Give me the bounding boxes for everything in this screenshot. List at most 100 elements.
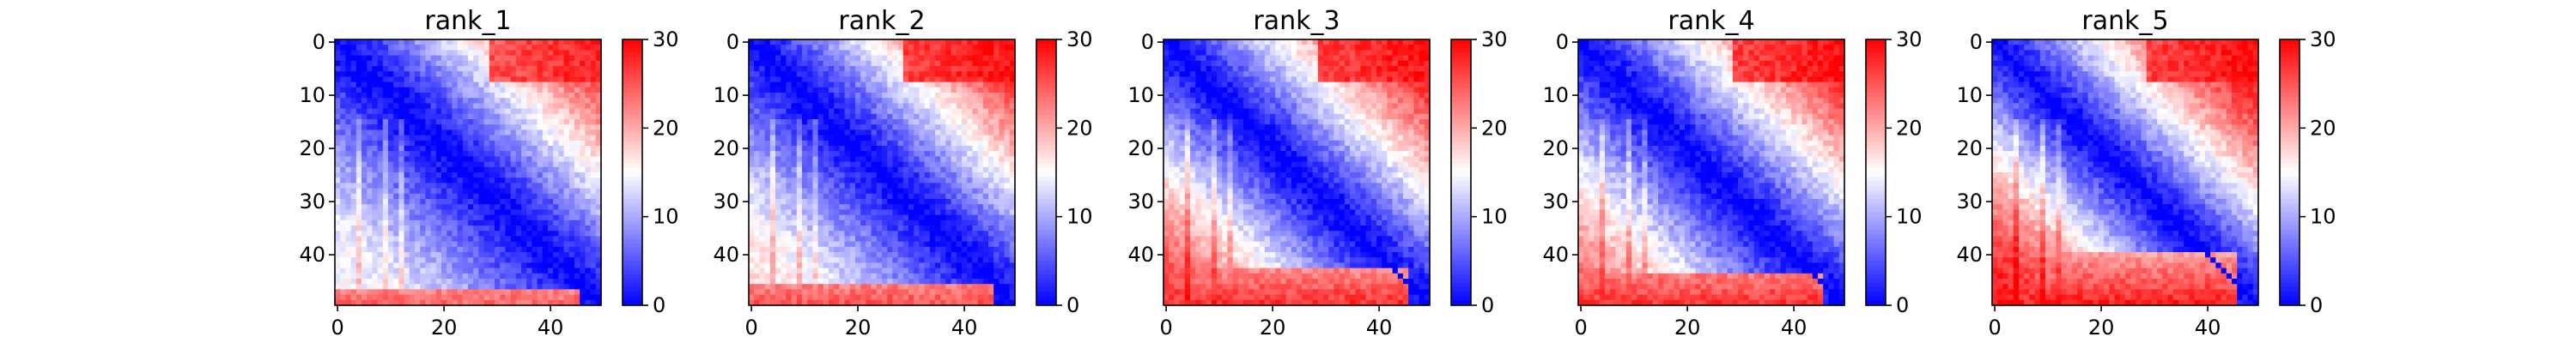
heatmap-cell xyxy=(462,231,469,237)
heatmap-cell xyxy=(887,156,893,163)
heatmap-cell xyxy=(340,262,346,269)
heatmap-cell xyxy=(350,257,357,263)
heatmap-cell xyxy=(558,119,565,125)
heatmap-cell xyxy=(962,172,968,178)
heatmap-cell xyxy=(812,199,819,205)
heatmap-cell xyxy=(515,108,522,115)
heatmap-cell xyxy=(595,262,602,269)
heatmap-cell xyxy=(977,246,984,253)
heatmap-cell xyxy=(489,140,495,147)
heatmap-cell xyxy=(350,299,357,306)
heatmap-cell xyxy=(537,108,544,115)
heatmap-cell xyxy=(404,252,410,258)
heatmap-cell xyxy=(462,71,469,77)
heatmap-cell xyxy=(553,183,559,190)
heatmap-cell xyxy=(945,60,952,67)
heatmap-cell xyxy=(521,204,527,210)
heatmap-cell xyxy=(887,50,893,57)
heatmap-cell xyxy=(823,262,829,269)
heatmap-cell xyxy=(473,209,479,216)
heatmap-cell xyxy=(393,93,399,99)
heatmap-cell xyxy=(478,87,485,93)
heatmap-cell xyxy=(510,284,517,290)
heatmap-cell xyxy=(871,81,878,88)
heatmap-cell xyxy=(764,50,771,57)
heatmap-cell xyxy=(435,172,442,178)
heatmap-cell xyxy=(558,71,565,77)
heatmap-cell xyxy=(335,108,341,115)
heatmap-cell xyxy=(526,183,532,190)
heatmap-cell xyxy=(849,45,856,51)
heatmap-cell xyxy=(355,119,362,125)
heatmap-cell xyxy=(887,193,893,200)
heatmap-cell xyxy=(914,204,920,210)
heatmap-cell xyxy=(892,135,899,141)
heatmap-cell xyxy=(441,161,447,168)
heatmap-cell xyxy=(526,226,532,232)
heatmap-cell xyxy=(452,66,459,72)
heatmap-cell xyxy=(462,60,469,67)
heatmap-cell xyxy=(393,273,399,280)
heatmap-cell xyxy=(786,241,793,248)
heatmap-cell xyxy=(882,108,888,115)
heatmap-cell xyxy=(759,183,766,190)
heatmap-cell xyxy=(382,209,389,216)
heatmap-cell xyxy=(388,45,394,51)
heatmap-cell xyxy=(993,279,999,285)
heatmap-cell xyxy=(415,183,421,190)
heatmap-cell xyxy=(999,214,1005,221)
heatmap-cell xyxy=(595,188,602,195)
heatmap-cell xyxy=(425,262,432,269)
heatmap-cell xyxy=(447,257,453,263)
heatmap-cell xyxy=(802,55,808,62)
heatmap-cell xyxy=(1009,156,1016,163)
heatmap-cell xyxy=(759,119,766,125)
heatmap-cell xyxy=(462,226,469,232)
heatmap-cell xyxy=(892,172,899,178)
heatmap-cell xyxy=(999,279,1005,285)
heatmap-cell xyxy=(500,55,506,62)
heatmap-cell xyxy=(542,246,549,253)
heatmap-cell xyxy=(924,39,931,45)
heatmap-cell xyxy=(532,87,538,93)
heatmap-cell xyxy=(580,262,586,269)
heatmap-cell xyxy=(849,124,856,130)
heatmap-cell xyxy=(447,50,453,57)
heatmap-cell xyxy=(929,257,936,263)
heatmap-cell xyxy=(749,151,755,157)
heatmap-cell xyxy=(945,151,952,157)
heatmap-cell xyxy=(462,87,469,93)
heatmap-cell xyxy=(769,135,776,141)
heatmap-cell xyxy=(892,140,899,147)
heatmap-cell xyxy=(812,50,819,57)
heatmap-cell xyxy=(977,119,984,125)
heatmap-cell xyxy=(345,140,352,147)
heatmap-cell xyxy=(553,289,559,296)
heatmap-cell xyxy=(483,273,490,280)
heatmap-cell xyxy=(515,103,522,110)
heatmap-cell xyxy=(951,257,957,263)
heatmap-cell xyxy=(1009,231,1016,237)
heatmap-cell xyxy=(956,273,963,280)
heatmap-cell xyxy=(802,273,808,280)
heatmap-cell xyxy=(775,156,781,163)
heatmap-cell xyxy=(526,178,532,184)
heatmap-cell xyxy=(420,39,426,45)
heatmap-cell xyxy=(849,113,856,120)
heatmap-cell xyxy=(786,199,793,205)
heatmap-cell xyxy=(929,241,936,248)
heatmap-cell xyxy=(393,108,399,115)
heatmap-cell xyxy=(532,103,538,110)
heatmap-cell xyxy=(951,71,957,77)
heatmap-cell xyxy=(887,214,893,221)
heatmap-cell xyxy=(982,199,989,205)
colorbar-segment xyxy=(623,132,642,138)
heatmap-cell xyxy=(435,252,442,258)
heatmap-cell xyxy=(340,172,346,178)
heatmap-cell xyxy=(595,294,602,301)
heatmap-cell xyxy=(542,178,549,184)
heatmap-cell xyxy=(1009,193,1016,200)
heatmap-cell xyxy=(473,231,479,237)
heatmap-cell xyxy=(769,151,776,157)
heatmap-cell xyxy=(398,246,405,253)
